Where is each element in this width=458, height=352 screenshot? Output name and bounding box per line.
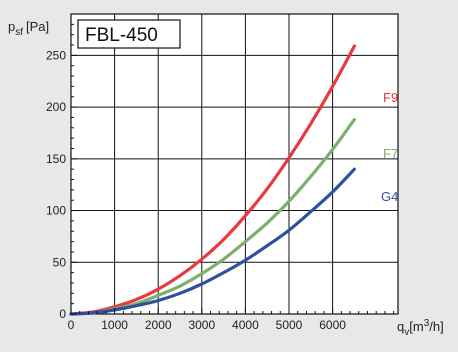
series-g4-curve <box>69 167 356 316</box>
plot-frame <box>70 13 399 315</box>
x-axis-label: qv[m3/h] <box>397 318 444 338</box>
x-tick-label: 4000 <box>232 318 259 332</box>
series-f9-curve <box>69 44 356 316</box>
chart-title: FBL-450 <box>85 25 158 46</box>
x-axis-unit-prefix: [m <box>409 319 423 334</box>
y-tick-label: 50 <box>53 255 67 269</box>
x-axis-subscript: v <box>404 327 409 338</box>
y-axis-symbol: p <box>8 19 15 34</box>
y-axis-label: psf [Pa] <box>8 19 49 38</box>
x-axis-unit-suffix: /h] <box>429 319 443 334</box>
series-g4-label: G4 <box>381 189 398 204</box>
y-tick-label: 0 <box>59 307 66 321</box>
x-tick-label: 6000 <box>319 318 346 332</box>
x-axis-unit-sup: 3 <box>424 318 430 329</box>
y-axis-subscript: sf <box>15 27 23 38</box>
x-axis-symbol: q <box>397 319 404 334</box>
y-axis-unit: [Pa] <box>26 19 49 34</box>
model-box-frame <box>77 19 181 49</box>
model-box: FBL-450 <box>77 19 181 49</box>
y-tick-label: 150 <box>46 152 66 166</box>
x-tick-label: 3000 <box>188 318 215 332</box>
axis-ticks: 0 1000 2000 3000 4000 5000 6000 0 50 100 150 200 250 <box>46 13 395 332</box>
x-tick-label: 2000 <box>145 318 172 332</box>
x-tick-label: 1000 <box>101 318 128 332</box>
series-f7-label: F7 <box>383 146 398 161</box>
x-tick-label: 0 <box>68 318 75 332</box>
y-tick-label: 100 <box>46 204 66 218</box>
curves: F9 F7 G4 <box>69 44 398 316</box>
y-tick-label: 200 <box>46 100 66 114</box>
series-f9-label: F9 <box>383 90 398 105</box>
x-tick-label: 5000 <box>276 318 303 332</box>
y-tick-label: 250 <box>46 48 66 62</box>
